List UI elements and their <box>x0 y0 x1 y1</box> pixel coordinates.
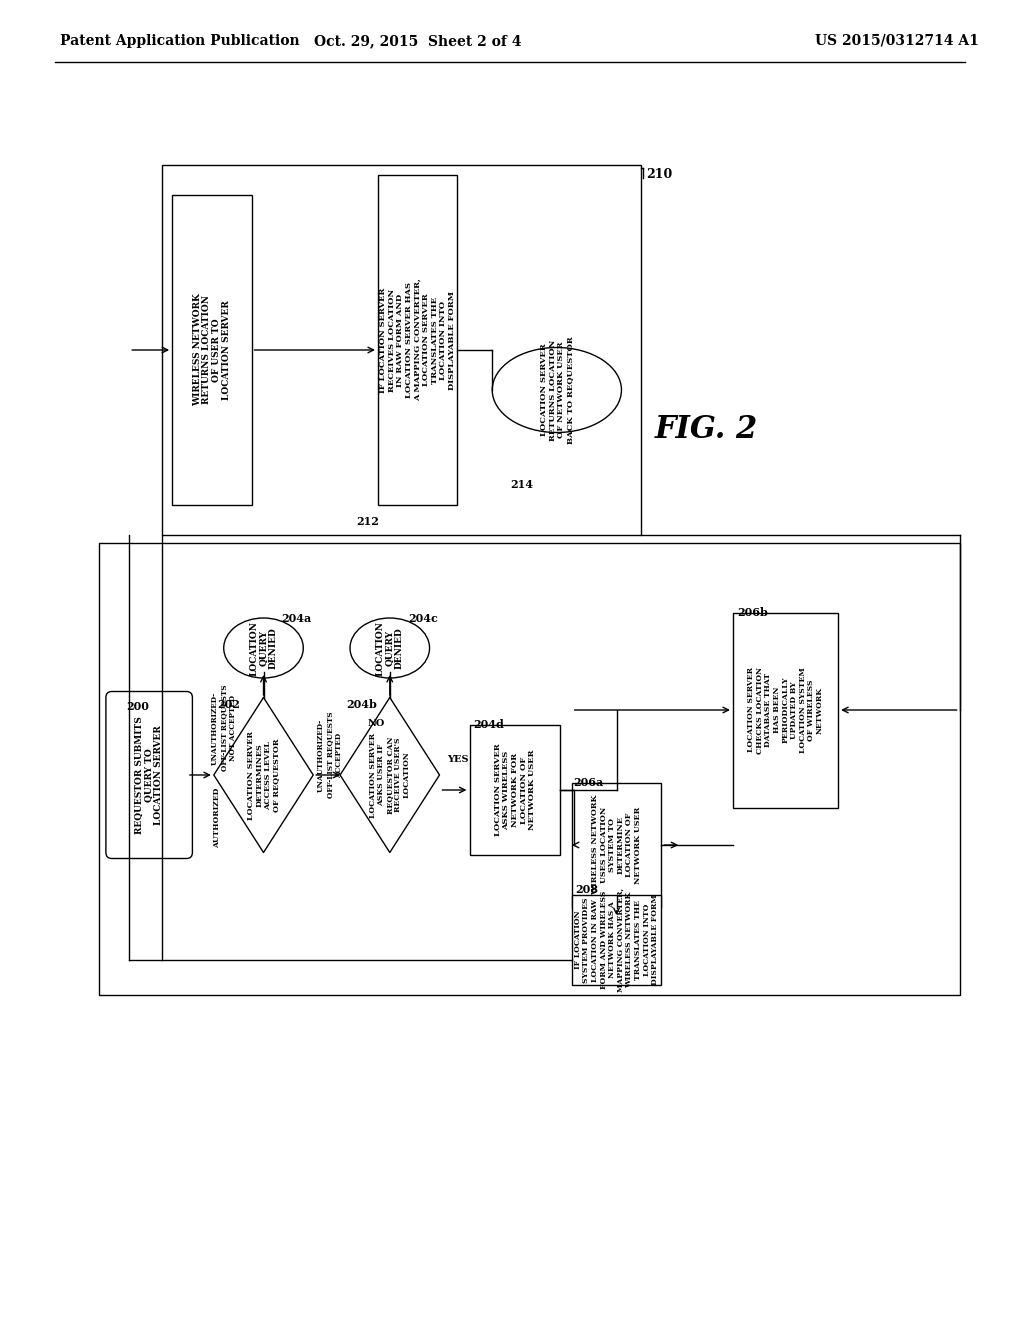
Text: REQUESTOR SUBMITS
QUERY TO
LOCATION SERVER: REQUESTOR SUBMITS QUERY TO LOCATION SERV… <box>135 717 164 834</box>
Text: 212: 212 <box>356 516 379 527</box>
Bar <box>470 725 560 855</box>
Text: Patent Application Publication: Patent Application Publication <box>59 34 299 48</box>
Text: LOCATION SERVER
RETURNS LOCATION
OF NETWORK USER
BACK TO REQUESTOR: LOCATION SERVER RETURNS LOCATION OF NETW… <box>540 337 573 444</box>
Bar <box>172 195 252 506</box>
Text: 202: 202 <box>217 700 240 710</box>
Text: NO: NO <box>368 718 384 727</box>
Text: LOCATION SERVER
ASKS USER IF
REQUESTOR CAN
RECEIVE USER'S
LOCATION: LOCATION SERVER ASKS USER IF REQUESTOR C… <box>369 733 411 817</box>
Ellipse shape <box>350 618 429 678</box>
Text: 200: 200 <box>126 701 150 711</box>
Polygon shape <box>214 697 313 853</box>
Text: YES: YES <box>446 755 468 764</box>
FancyBboxPatch shape <box>105 692 193 858</box>
Polygon shape <box>340 697 439 853</box>
Text: 204c: 204c <box>409 612 438 624</box>
Text: 210: 210 <box>646 168 673 181</box>
Bar <box>571 895 662 985</box>
Text: LOCATION SERVER
DETERMINES
ACCESS LEVEL
OF REQUESTOR: LOCATION SERVER DETERMINES ACCESS LEVEL … <box>247 730 281 820</box>
Text: LOCATION
QUERY
DENIED: LOCATION QUERY DENIED <box>249 620 278 676</box>
Text: FIG. 2: FIG. 2 <box>654 414 758 446</box>
Text: US 2015/0312714 A1: US 2015/0312714 A1 <box>815 34 979 48</box>
Text: WIRELESS NETWORK
RETURNS LOCATION
OF USER TO
LOCATION SERVER: WIRELESS NETWORK RETURNS LOCATION OF USE… <box>193 293 230 407</box>
Ellipse shape <box>223 618 303 678</box>
Bar <box>571 783 662 908</box>
Text: 208: 208 <box>575 884 599 895</box>
Text: UNAUTHORIZED-
OFF-LIST REQUESTS
ACCEPTED: UNAUTHORIZED- OFF-LIST REQUESTS ACCEPTED <box>316 711 343 799</box>
Bar <box>378 176 458 506</box>
Text: 214: 214 <box>510 479 534 490</box>
Text: LOCATION SERVER
CHECKS LOCATION
DATABASE THAT
HAS BEEN
PERIODICALLY
UPDATED BY
L: LOCATION SERVER CHECKS LOCATION DATABASE… <box>748 667 824 754</box>
Text: WIRELESS NETWORK
USES LOCATION
SYSTEM TO
DETERMINE
LOCATION OF
NETWORK USER: WIRELESS NETWORK USES LOCATION SYSTEM TO… <box>591 795 642 895</box>
Text: LOCATION
QUERY
DENIED: LOCATION QUERY DENIED <box>376 620 404 676</box>
Text: AUTHORIZED: AUTHORIZED <box>213 788 221 849</box>
Text: UNAUTHORIZED-
OFF-LIST REQUESTS
NOT ACCEPTED: UNAUTHORIZED- OFF-LIST REQUESTS NOT ACCE… <box>211 685 237 771</box>
Text: IF LOCATION SERVER
RECEIVES LOCATION
IN RAW FORM AND
LOCATION SERVER HAS
A MAPPI: IF LOCATION SERVER RECEIVES LOCATION IN … <box>379 279 456 401</box>
Text: 204d: 204d <box>473 719 504 730</box>
Text: LOCATION SERVER
ASKS WIRELESS
NETWORK FOR
LOCATION OF
NETWORK USER: LOCATION SERVER ASKS WIRELESS NETWORK FO… <box>494 743 537 837</box>
Text: 206a: 206a <box>572 777 603 788</box>
Text: 204a: 204a <box>282 612 311 624</box>
Bar <box>99 543 959 995</box>
Text: 204b: 204b <box>346 700 377 710</box>
Ellipse shape <box>493 347 622 433</box>
Bar <box>162 165 641 535</box>
Text: IF LOCATION
SYSTEM PROVIDES
LOCATION IN RAW
FORM AND WIRELESS
NETWORK HAS A
MAPP: IF LOCATION SYSTEM PROVIDES LOCATION IN … <box>573 888 659 993</box>
Bar <box>733 612 838 808</box>
Text: Oct. 29, 2015  Sheet 2 of 4: Oct. 29, 2015 Sheet 2 of 4 <box>314 34 521 48</box>
Text: 206b: 206b <box>737 607 768 618</box>
